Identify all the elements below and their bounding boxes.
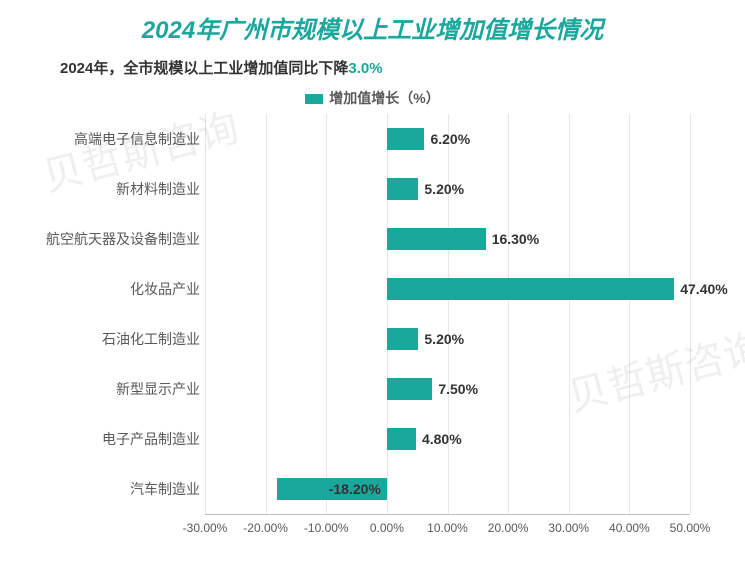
- bar-row: 石油化工制造业5.20%: [205, 314, 690, 364]
- x-tick-label: 30.00%: [548, 521, 589, 535]
- value-label: 5.20%: [424, 331, 464, 347]
- bar: [387, 178, 419, 200]
- bar-row: 电子产品制造业4.80%: [205, 414, 690, 464]
- x-tick-label: 20.00%: [488, 521, 529, 535]
- value-label: 6.20%: [430, 131, 470, 147]
- bar: [387, 428, 416, 450]
- category-label: 石油化工制造业: [30, 329, 200, 349]
- x-tick-label: 40.00%: [609, 521, 650, 535]
- category-label: 电子产品制造业: [30, 429, 200, 449]
- legend: 增加值增长（%）: [0, 78, 745, 114]
- bar: [387, 328, 419, 350]
- x-tick-label: -30.00%: [183, 521, 228, 535]
- category-label: 汽车制造业: [30, 479, 200, 499]
- bar-row: 化妆品产业47.40%: [205, 264, 690, 314]
- legend-label: 增加值增长（%）: [329, 90, 439, 106]
- category-label: 航空航天器及设备制造业: [30, 229, 200, 249]
- value-label: 5.20%: [424, 181, 464, 197]
- chart-subtitle: 2024年，全市规模以上工业增加值同比下降3.0%: [0, 45, 745, 78]
- category-label: 高端电子信息制造业: [30, 129, 200, 149]
- category-label: 新型显示产业: [30, 379, 200, 399]
- bar-row: 航空航天器及设备制造业16.30%: [205, 214, 690, 264]
- x-tick-label: -10.00%: [304, 521, 349, 535]
- plot-region: 高端电子信息制造业6.20%新材料制造业5.20%航空航天器及设备制造业16.3…: [205, 114, 690, 514]
- value-label: 4.80%: [422, 431, 462, 447]
- x-axis: -30.00%-20.00%-10.00%0.00%10.00%20.00%30…: [205, 514, 690, 554]
- legend-swatch: [305, 94, 323, 104]
- value-label: 47.40%: [680, 281, 727, 297]
- x-tick-label: 0.00%: [370, 521, 404, 535]
- gridline: [690, 114, 691, 514]
- bar-row: 新型显示产业7.50%: [205, 364, 690, 414]
- x-tick-label: 10.00%: [427, 521, 468, 535]
- bar: [387, 128, 425, 150]
- bar-row: 高端电子信息制造业6.20%: [205, 114, 690, 164]
- bar-row: 新材料制造业5.20%: [205, 164, 690, 214]
- subtitle-highlight: 3.0%: [348, 60, 382, 77]
- value-label: -18.20%: [329, 481, 381, 497]
- subtitle-prefix: 2024年，全市规模以上工业增加值同比下降: [60, 60, 348, 77]
- chart-title: 2024年广州市规模以上工业增加值增长情况: [0, 0, 745, 45]
- category-label: 化妆品产业: [30, 279, 200, 299]
- bar: [387, 228, 486, 250]
- value-label: 16.30%: [492, 231, 539, 247]
- x-tick-label: 50.00%: [670, 521, 711, 535]
- bar-row: 汽车制造业-18.20%: [205, 464, 690, 514]
- value-label: 7.50%: [438, 381, 478, 397]
- x-tick-label: -20.00%: [243, 521, 288, 535]
- bar: [387, 278, 674, 300]
- bar: [387, 378, 432, 400]
- chart-area: 高端电子信息制造业6.20%新材料制造业5.20%航空航天器及设备制造业16.3…: [30, 114, 715, 554]
- category-label: 新材料制造业: [30, 179, 200, 199]
